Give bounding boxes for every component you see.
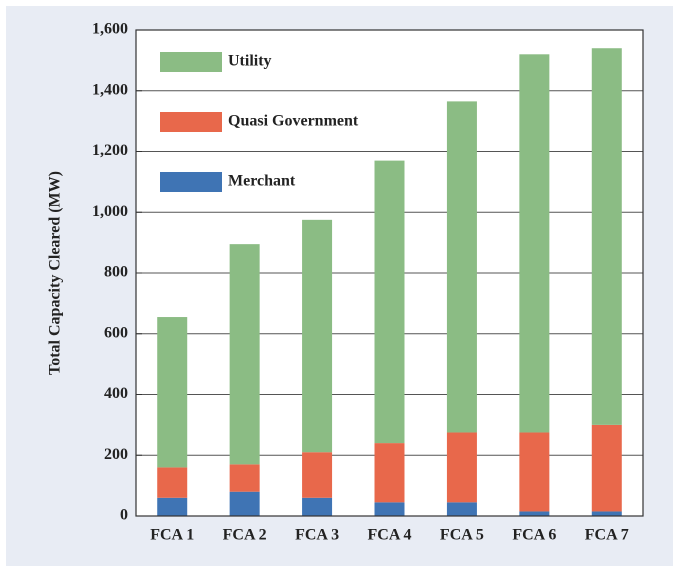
bar-segment	[157, 467, 188, 498]
y-tick-label: 1,000	[92, 203, 128, 220]
bar-segment	[229, 464, 260, 492]
legend-swatch	[160, 112, 222, 132]
bar-segment	[302, 497, 333, 516]
legend-label: Merchant	[228, 173, 296, 190]
legend-label: Quasi Government	[228, 113, 359, 130]
x-tick-label: FCA 1	[150, 527, 194, 544]
bar-segment	[446, 432, 477, 503]
bar-segment	[446, 502, 477, 516]
x-tick-label: FCA 7	[585, 527, 629, 544]
bar-segment	[374, 160, 405, 444]
y-tick-label: 800	[104, 264, 128, 281]
bar-segment	[157, 497, 188, 516]
bar-segment	[302, 452, 333, 498]
bar-segment	[519, 54, 550, 433]
bar-segment	[519, 511, 550, 516]
bar-segment	[374, 443, 405, 503]
y-tick-label: 600	[104, 324, 128, 341]
x-tick-label: FCA 6	[512, 527, 556, 544]
bar-segment	[374, 502, 405, 516]
bar-segment	[157, 317, 188, 468]
x-tick-label: FCA 5	[440, 527, 484, 544]
x-tick-label: FCA 2	[223, 527, 267, 544]
bar-segment	[591, 511, 622, 516]
plot-border	[135, 29, 644, 517]
y-axis-title: Total Capacity Cleared (MW)	[47, 171, 64, 375]
bar-segment	[229, 491, 260, 516]
y-tick-label: 200	[104, 446, 128, 463]
x-tick-label: FCA 3	[295, 527, 339, 544]
x-tick-label: FCA 4	[368, 527, 412, 544]
y-tick-label: 1,400	[92, 81, 128, 98]
legend-swatch	[160, 52, 222, 72]
bar-segment	[591, 424, 622, 512]
legend-swatch	[160, 172, 222, 192]
bar-segment	[446, 101, 477, 433]
legend-label: Utility	[228, 53, 272, 70]
bar-segment	[519, 432, 550, 512]
y-tick-label: 400	[104, 385, 128, 402]
bar-segment	[302, 219, 333, 453]
y-tick-label: 1,600	[92, 21, 128, 38]
y-tick-label: 1,200	[92, 142, 128, 159]
bar-segment	[229, 244, 260, 465]
bar-segment	[591, 48, 622, 425]
y-tick-label: 0	[120, 507, 128, 524]
